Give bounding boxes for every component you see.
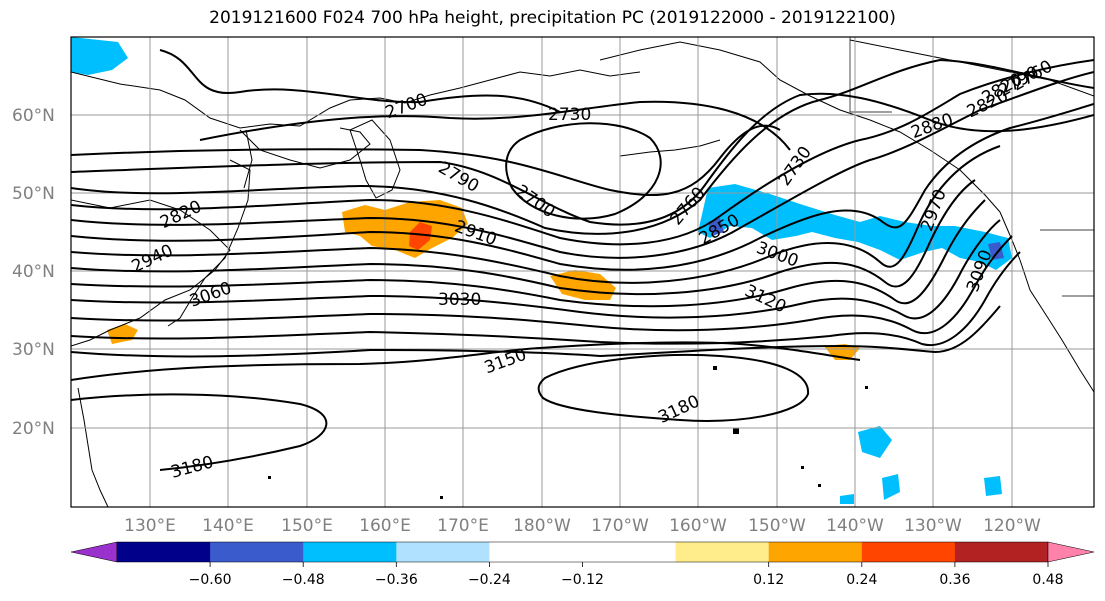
lon-label: 130°W <box>904 516 962 536</box>
lon-label: 160°E <box>359 516 411 536</box>
lat-label: 30°N <box>12 340 55 360</box>
lon-label: 130°E <box>124 516 176 536</box>
contour-label: 3030 <box>438 290 481 310</box>
contour-2880 <box>71 71 1094 259</box>
lat-label: 40°N <box>12 262 55 282</box>
shade-positive-west-pacific <box>342 200 468 258</box>
coastline-kamchatka <box>349 119 401 199</box>
lon-label: 160°W <box>669 516 727 536</box>
coastline-alaska <box>599 41 1001 213</box>
colorbar-box <box>861 542 956 562</box>
shade-strong-west-pacific <box>409 222 432 250</box>
contour-2850 <box>71 59 1094 246</box>
colorbar-tick-label: −0.48 <box>282 572 325 588</box>
coastline-sakhalin <box>243 129 253 189</box>
colorbar-extend-left <box>70 541 118 563</box>
contour-3180-west <box>71 393 328 471</box>
colorbar-tick-label: −0.36 <box>375 572 418 588</box>
colorbar-box <box>675 542 770 562</box>
island-1 <box>713 366 717 370</box>
colorbar-tick-label: 0.24 <box>846 572 877 588</box>
contour-2910 <box>71 103 1094 271</box>
lon-label: 170°E <box>437 516 489 536</box>
contour-3060 <box>71 235 1013 335</box>
island-5 <box>865 386 868 389</box>
colorbar-box <box>117 542 211 562</box>
lon-label: 140°W <box>826 516 884 536</box>
island-3 <box>801 466 804 469</box>
contour-2970 <box>71 179 976 296</box>
contour-2820 <box>71 58 1094 235</box>
colorbar: −0.60 −0.48 −0.36 −0.24 −0.12 0.12 0.24 0.36 0.4… <box>70 541 1095 588</box>
contour-label: 2730 <box>548 105 591 125</box>
latitude-labels: 60°N 50°N 40°N 30°N 20°N <box>12 106 55 439</box>
colorbar-tick-label: −0.60 <box>189 572 232 588</box>
chart-title: 2019121600 F024 700 hPa height, precipit… <box>209 8 896 28</box>
lon-label: 150°W <box>748 516 806 536</box>
coastline-north-america <box>999 211 1094 393</box>
contour-labels: 2700 2730 2730 2760 2790 2700 2820 2880 … <box>129 56 1056 482</box>
colorbar-box <box>582 542 677 562</box>
island-6 <box>440 496 443 499</box>
shade-negative-south-3 <box>840 494 854 504</box>
shade-negative-west-coast-strong <box>988 242 1004 260</box>
contour-3180-east <box>537 354 810 422</box>
colorbar-box <box>489 542 583 562</box>
island-2 <box>733 428 739 434</box>
contour-3030 <box>71 219 1001 320</box>
border-alaska-canada <box>849 37 892 113</box>
islands <box>268 366 868 499</box>
shade-negative-arctic <box>71 37 128 75</box>
contour-2700-north <box>159 49 561 113</box>
coastline-japan <box>167 159 251 327</box>
island-7 <box>268 476 271 479</box>
colorbar-box <box>303 542 397 562</box>
shade-negative-south-1 <box>882 474 900 500</box>
lat-label: 20°N <box>12 419 55 439</box>
contour-3000 <box>71 199 986 308</box>
coastline-philippines <box>77 387 109 507</box>
island-4 <box>818 484 821 487</box>
colorbar-tick-label: 0.36 <box>939 572 970 588</box>
gridlines <box>71 37 1094 507</box>
contour-2760 <box>71 124 781 197</box>
contour-2940 <box>71 145 1001 284</box>
colorbar-box <box>396 542 490 562</box>
coastline-aleutians <box>619 139 721 157</box>
height-contours <box>71 49 1094 471</box>
lon-label: 140°E <box>202 516 254 536</box>
colorbar-ticks: −0.60 −0.48 −0.36 −0.24 −0.12 0.12 0.24 0.36 0.4… <box>189 562 1064 588</box>
map-frame <box>70 36 1095 508</box>
lon-label: 150°E <box>281 516 333 536</box>
colorbar-boxes <box>116 541 1049 563</box>
colorbar-extend-right <box>1047 541 1095 563</box>
contour-3150 <box>71 341 861 381</box>
contour-2790 <box>71 92 1094 226</box>
borders <box>849 37 1094 297</box>
lon-label: 120°W <box>983 516 1041 536</box>
colorbar-box <box>768 542 863 562</box>
contour-2730-low <box>505 122 662 220</box>
contour-2730-north <box>199 100 791 151</box>
colorbar-box <box>954 542 1049 562</box>
colorbar-tick-label: 0.48 <box>1032 572 1063 588</box>
lon-label: 180°W <box>513 516 571 536</box>
contour-3090 <box>71 251 1021 347</box>
longitude-labels: 130°E 140°E 150°E 160°E 170°E 180°W 170°… <box>124 516 1041 536</box>
shade-negative-south-2 <box>984 476 1002 496</box>
colorbar-box <box>210 542 304 562</box>
shade-negative-hawaii <box>858 426 892 458</box>
colorbar-tick-label: −0.24 <box>468 572 511 588</box>
lat-label: 60°N <box>12 106 55 126</box>
lon-label: 170°W <box>591 516 649 536</box>
colorbar-tick-label: 0.12 <box>753 572 784 588</box>
lat-label: 50°N <box>12 184 55 204</box>
colorbar-tick-label: −0.12 <box>561 572 604 588</box>
contour-3120 <box>71 305 1001 358</box>
